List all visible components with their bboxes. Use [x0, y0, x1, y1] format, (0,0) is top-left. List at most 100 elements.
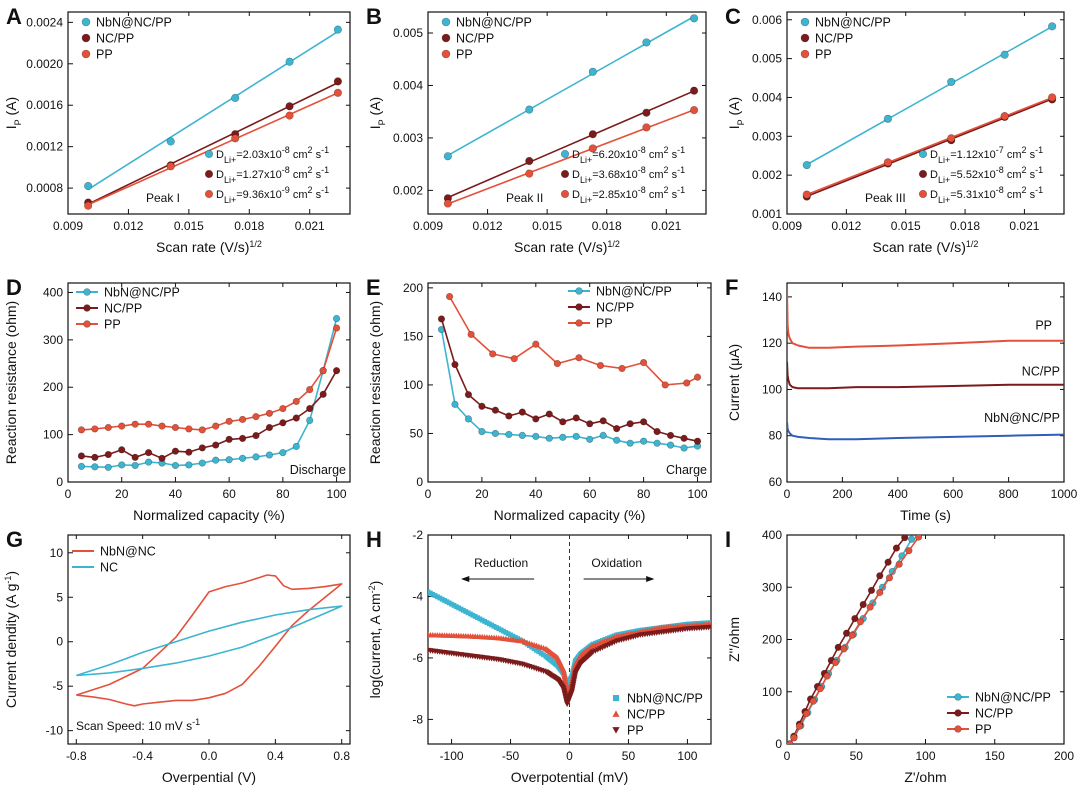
x-tick-label: 200 [1054, 749, 1074, 763]
y-tick-label: 0 [775, 737, 782, 751]
y-tick-label: 0 [416, 475, 423, 489]
fit-line [447, 109, 695, 205]
data-point-triangle [560, 667, 567, 673]
data-point [212, 456, 220, 464]
x-axis-label: Scan rate (V/s)1/2 [156, 239, 262, 255]
text-span: Scan rate (V/s) [156, 239, 249, 255]
legend: NbN@NC/PP NC/PP PP [947, 691, 1051, 737]
series-nbn-nc-pp [787, 421, 1064, 441]
x-tick-label: 100 [915, 749, 935, 763]
superscript: -1 [1035, 185, 1043, 195]
panel-letter: A [6, 4, 22, 29]
data-point [848, 631, 856, 639]
series-line [787, 289, 1064, 349]
data-point [238, 454, 247, 462]
data-layer [76, 574, 343, 707]
text-span: cm [646, 189, 664, 201]
plot-frame [786, 534, 1065, 745]
data-point [840, 645, 848, 653]
panel-c: 0.009 0.012 0.015 0.018 0.021 0.001 0.002 0.003… [725, 4, 1065, 255]
x-tick-label: 0.012 [831, 219, 861, 233]
data-point [158, 454, 166, 462]
panel-i: 0 50 100 150 200 0 100 200 300 400 Z'/ohm Z''/ohm I N… [725, 527, 1074, 785]
data-layer [787, 289, 1064, 441]
reduction-arrowhead [461, 576, 470, 582]
data-point [790, 734, 798, 742]
diffusion-coefficient: DLi+=9.36x10-9 cm2 s-1 [216, 185, 329, 205]
subscript: Li+ [224, 175, 236, 185]
y-axis-label: IP (A) [726, 97, 746, 129]
x-tick-label: 0.0 [201, 749, 218, 763]
legend-label: NC/PP [456, 32, 494, 46]
data-point [947, 77, 956, 87]
data-point [884, 558, 892, 566]
legend-label: PP [96, 48, 113, 62]
data-point [559, 433, 567, 441]
x-tick-label: 40 [529, 487, 543, 501]
data-layer [77, 314, 341, 471]
superscript: 2 [664, 145, 669, 155]
text-span: I [726, 125, 742, 129]
data-point [802, 710, 810, 718]
series-line [787, 361, 1064, 390]
data-point [292, 397, 300, 406]
data-point [680, 434, 688, 442]
data-point [586, 420, 594, 428]
text-span: s [313, 189, 322, 201]
plot-frame [67, 282, 351, 483]
superscript: -1 [3, 576, 13, 584]
data-point [575, 287, 583, 295]
data-point [212, 422, 220, 430]
y-axis-label: log(current, A cm-2) [367, 581, 383, 699]
data-point-triangle [561, 671, 568, 677]
superscript: -8 [638, 165, 646, 175]
y-tick-label: 100 [403, 378, 423, 392]
x-tick-label: 0.018 [234, 219, 264, 233]
legend-label: NbN@NC [100, 545, 156, 559]
x-tick-label: 1000 [1051, 487, 1078, 501]
data-point [626, 420, 634, 428]
data-point [505, 430, 513, 439]
data-point-square [708, 620, 711, 625]
x-tick-label: 0.4 [267, 749, 284, 763]
legend-label: PP [596, 317, 613, 331]
series-pp [445, 292, 702, 389]
y-tick-label: 0.0012 [26, 140, 63, 154]
data-point [252, 453, 260, 461]
data-point [885, 574, 894, 582]
legend-label: NC/PP [627, 708, 665, 722]
data-point [81, 33, 91, 43]
peak-label: Peak III [865, 191, 906, 205]
data-point [231, 134, 240, 143]
superscript: -8 [282, 145, 290, 155]
subscript: Li+ [580, 195, 592, 205]
data-point [265, 409, 274, 417]
superscript: 1/2 [966, 239, 979, 249]
reduction-label: Reduction [474, 556, 528, 570]
text-span: D [216, 149, 224, 161]
text-span: cm [290, 189, 308, 201]
x-tick-label: 0.021 [651, 219, 681, 233]
x-axis-label: Overpential (V) [162, 769, 256, 785]
text-span: log(current, A cm [367, 593, 383, 698]
mode-label: Charge [666, 463, 707, 477]
data-point [640, 418, 648, 426]
text-span: Current dendity (A g [3, 584, 19, 709]
y-tick-label: 50 [410, 426, 424, 440]
data-point [171, 423, 180, 432]
legend-label: PP [975, 723, 992, 737]
x-tick-label: 200 [832, 487, 852, 501]
data-point [560, 169, 570, 179]
text-span: (A) [726, 97, 742, 120]
series-nbn-nc-pp [802, 22, 1057, 170]
data-point [306, 386, 314, 394]
data-point [596, 361, 605, 370]
series-pp [84, 88, 343, 210]
data-point [1048, 22, 1057, 31]
data-point [91, 453, 99, 461]
data-point [204, 149, 214, 159]
text-span: (A) [3, 97, 19, 120]
text-span: =3.68x10 [592, 169, 638, 181]
superscript: -8 [282, 165, 290, 175]
x-tick-label: 0.015 [891, 219, 921, 233]
